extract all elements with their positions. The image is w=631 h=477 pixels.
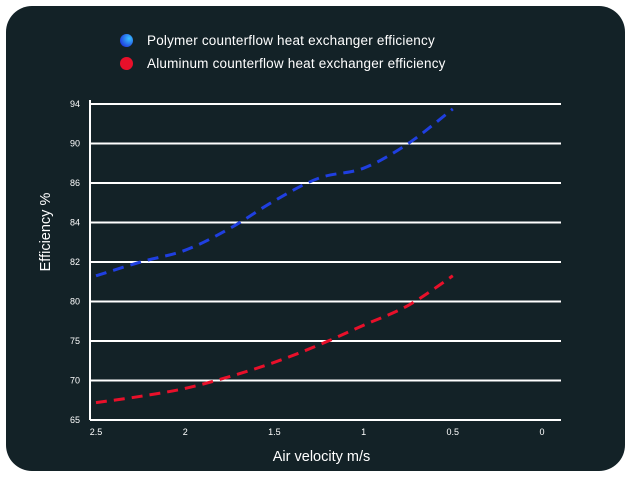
grid-lines — [90, 103, 561, 421]
chart-card: Polymer counterflow heat exchanger effic… — [6, 6, 625, 471]
series-line-aluminum — [95, 274, 454, 405]
line-chart: 65 70 75 80 82 84 86 90 94 2.5 2 1.5 1 0.5 0 Air velo… — [38, 99, 561, 465]
legend-label-polymer: Polymer counterflow heat exchanger effic… — [147, 33, 435, 48]
y-tick-94: 94 — [70, 99, 80, 109]
y-tick-70: 70 — [70, 376, 80, 386]
x-tick-2.5: 2.5 — [90, 427, 103, 437]
y-tick-labels: 65 70 75 80 82 84 86 90 94 — [70, 99, 80, 425]
y-tick-90: 90 — [70, 139, 80, 149]
x-tick-0: 0 — [539, 427, 544, 437]
y-tick-65: 65 — [70, 415, 80, 425]
x-axis-title: Air velocity m/s — [273, 449, 371, 465]
x-tick-0.5: 0.5 — [447, 427, 460, 437]
y-tick-75: 75 — [70, 336, 80, 346]
series-lines — [95, 107, 454, 405]
x-tick-1: 1 — [361, 427, 366, 437]
y-axis-title: Efficiency % — [38, 193, 54, 272]
y-tick-84: 84 — [70, 218, 80, 228]
axes — [89, 100, 561, 421]
legend-marker-aluminum — [120, 57, 133, 70]
legend-marker-polymer — [120, 34, 133, 47]
y-tick-82: 82 — [70, 257, 80, 267]
x-tick-2: 2 — [183, 427, 188, 437]
y-tick-86: 86 — [70, 178, 80, 188]
legend-label-aluminum: Aluminum counterflow heat exchanger effi… — [147, 56, 446, 71]
series-line-polymer — [95, 107, 454, 278]
x-tick-labels: 2.5 2 1.5 1 0.5 0 — [90, 427, 545, 437]
y-tick-80: 80 — [70, 297, 80, 307]
x-tick-1.5: 1.5 — [268, 427, 281, 437]
